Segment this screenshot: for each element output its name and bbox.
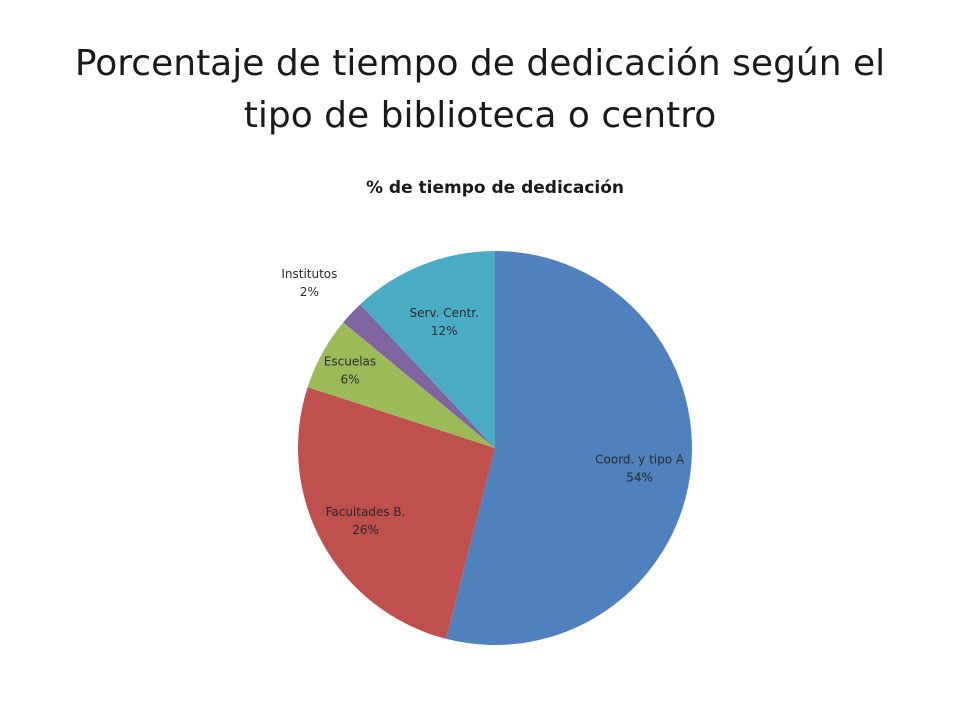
slice-category-label: Facultades B.	[326, 505, 406, 519]
chart-title: % de tiempo de dedicación	[365, 178, 625, 198]
pie-slice-2	[297, 387, 495, 639]
slice-value-label: 2%	[300, 285, 319, 299]
slice-value-label: 12%	[431, 324, 458, 338]
slice-category-label: Escuelas	[324, 354, 376, 368]
slice-value-label: 26%	[352, 523, 379, 537]
slice-category-label: Coord. y tipo A	[595, 452, 685, 466]
pie-slice-3	[307, 322, 495, 448]
pie-slice-5	[360, 251, 495, 448]
pie-slice-1	[446, 251, 692, 645]
slide-title: Porcentaje de tiempo de dedicación según…	[74, 43, 886, 136]
slice-value-label: 6%	[340, 372, 359, 386]
slice-category-label: Serv. Centr.	[410, 306, 479, 320]
pie-slice-4	[343, 304, 495, 448]
slice-value-label: 54%	[626, 470, 653, 484]
slice-category-label: Institutos	[281, 267, 337, 281]
